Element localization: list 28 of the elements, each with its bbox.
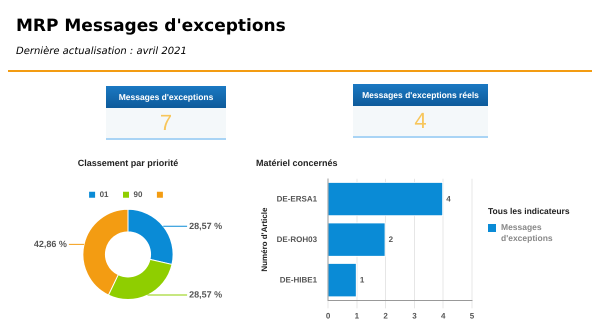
legend-label: 01 xyxy=(100,190,110,200)
data-label: 7 xyxy=(160,110,172,135)
data-label: 28,57 % xyxy=(189,220,222,231)
text: Dernière actualisation : avril 2021 xyxy=(16,46,187,57)
legend-label: Messages d'exceptions xyxy=(501,222,554,244)
x-tick-label: 5 xyxy=(470,311,475,320)
x-tick-label: 4 xyxy=(440,311,446,320)
text: MRP Messages d'exceptions xyxy=(16,16,286,36)
x-tick-label: 3 xyxy=(412,311,418,320)
x-tick-label: 0 xyxy=(326,311,331,320)
data-label: 4 xyxy=(414,108,427,133)
x-tick-label: 2 xyxy=(383,311,388,320)
data-label: 1 xyxy=(360,275,365,284)
x-tick-label: 1 xyxy=(354,311,360,320)
y-axis-title: Numéro d'Article xyxy=(260,206,270,272)
text: Messages d'exceptions xyxy=(106,86,226,108)
data-label: 28,57 % xyxy=(189,290,222,300)
y-tick-label: DE-HIBE1 xyxy=(280,275,318,284)
data-label: 4 xyxy=(446,194,452,204)
text: Messages d'exceptions réels xyxy=(353,84,488,106)
data-label: 42,86 % xyxy=(34,238,67,249)
chart-title: Matériel concernés xyxy=(256,158,338,168)
chart-title: Classement par priorité xyxy=(78,158,178,168)
data-label: 2 xyxy=(388,234,394,244)
y-tick-label: DE-ROH03 xyxy=(276,234,318,244)
legend-title: Tous les indicateurs xyxy=(488,206,571,216)
legend-label: 90 xyxy=(134,190,143,200)
y-tick-label: DE-ERSA1 xyxy=(276,194,318,204)
